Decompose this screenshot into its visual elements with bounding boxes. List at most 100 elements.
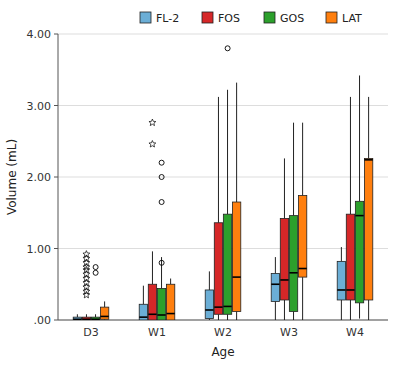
legend-swatch <box>140 12 151 23</box>
star-outlier <box>83 271 90 278</box>
grid-line <box>58 105 388 106</box>
upper-whisker <box>359 75 360 201</box>
median <box>223 306 231 308</box>
y-tick-label: 3.00 <box>27 100 52 113</box>
circle-outlier <box>93 265 98 270</box>
upper-whisker <box>161 257 162 288</box>
x-tick-label: W3 <box>280 326 298 339</box>
box <box>289 216 297 312</box>
box <box>337 261 345 300</box>
star-outlier <box>83 251 90 258</box>
upper-whisker <box>227 90 228 214</box>
box <box>148 284 156 320</box>
star-outlier <box>83 275 90 282</box>
median <box>157 314 165 316</box>
grid <box>58 34 388 320</box>
median <box>148 313 156 315</box>
star-outlier <box>83 255 90 262</box>
box <box>232 202 240 311</box>
y-axis-label: Volume (mL) <box>5 139 19 215</box>
circle-outlier <box>225 46 230 51</box>
legend-swatch <box>326 12 337 23</box>
box <box>166 284 174 320</box>
lower-whisker <box>275 301 276 320</box>
upper-whisker <box>275 257 276 273</box>
median <box>139 316 147 318</box>
x-tick-label: W4 <box>346 326 364 339</box>
median <box>298 268 306 270</box>
box <box>157 289 165 320</box>
lower-whisker <box>293 311 294 320</box>
upper-whisker <box>284 158 285 218</box>
upper-whisker <box>236 83 237 202</box>
median <box>355 215 363 217</box>
box <box>82 317 90 320</box>
box <box>214 223 222 315</box>
star-outlier <box>149 141 156 148</box>
box <box>346 214 354 300</box>
legend-label: FOS <box>218 12 240 25</box>
chart: .001.002.003.004.00D3W1W2W3W4AgeVolume (… <box>0 0 400 366</box>
upper-whisker <box>143 286 144 305</box>
lower-whisker <box>359 303 360 319</box>
star-outlier <box>149 119 156 126</box>
star-outlier <box>83 291 90 298</box>
y-tick-label: .00 <box>34 314 52 327</box>
lower-whisker <box>236 311 237 320</box>
median <box>100 316 108 318</box>
median <box>280 279 288 281</box>
grid-line <box>58 34 388 35</box>
plot-marks <box>73 46 373 320</box>
grid-line <box>58 177 388 178</box>
lower-whisker <box>368 300 369 320</box>
y-axis <box>58 34 59 320</box>
box <box>205 290 213 319</box>
upper-whisker <box>368 97 369 158</box>
box <box>280 218 288 300</box>
median <box>91 318 99 320</box>
lower-whisker <box>218 314 219 320</box>
lower-whisker <box>302 277 303 320</box>
median <box>214 306 222 308</box>
median <box>82 318 90 320</box>
box <box>364 158 372 300</box>
legend: FL-2 FOS GOS LAT <box>140 12 362 25</box>
x-tick-label: W1 <box>148 326 166 339</box>
y-tick-label: 1.00 <box>27 243 52 256</box>
upper-whisker <box>104 301 105 307</box>
circle-outlier <box>159 260 164 265</box>
upper-whisker <box>152 251 153 284</box>
median <box>73 318 81 320</box>
upper-whisker <box>209 271 210 290</box>
upper-whisker <box>86 314 87 317</box>
box <box>223 214 231 314</box>
legend-label: LAT <box>342 12 362 25</box>
lower-whisker <box>341 300 342 320</box>
median <box>232 276 240 278</box>
x-tick-label: W2 <box>214 326 232 339</box>
box <box>139 304 147 320</box>
legend-label: FL-2 <box>156 12 179 25</box>
box <box>355 201 363 303</box>
lower-whisker <box>350 300 351 320</box>
x-tick-label: D3 <box>83 326 98 339</box>
y-tick-label: 4.00 <box>27 28 52 41</box>
star-outlier <box>83 259 90 266</box>
upper-whisker <box>218 97 219 223</box>
legend-label: GOS <box>280 12 304 25</box>
upper-whisker <box>341 247 342 261</box>
star-outlier <box>83 284 90 291</box>
median <box>346 289 354 291</box>
circle-outlier <box>93 270 98 275</box>
star-outlier <box>83 266 90 273</box>
median <box>166 313 174 315</box>
median <box>271 283 279 285</box>
circle-outlier <box>159 200 164 205</box>
y-tick <box>54 177 58 178</box>
median <box>364 159 372 161</box>
star-outlier <box>83 279 90 286</box>
box <box>100 307 108 319</box>
circle-outlier <box>159 175 164 180</box>
box <box>271 274 279 302</box>
box <box>91 317 99 320</box>
